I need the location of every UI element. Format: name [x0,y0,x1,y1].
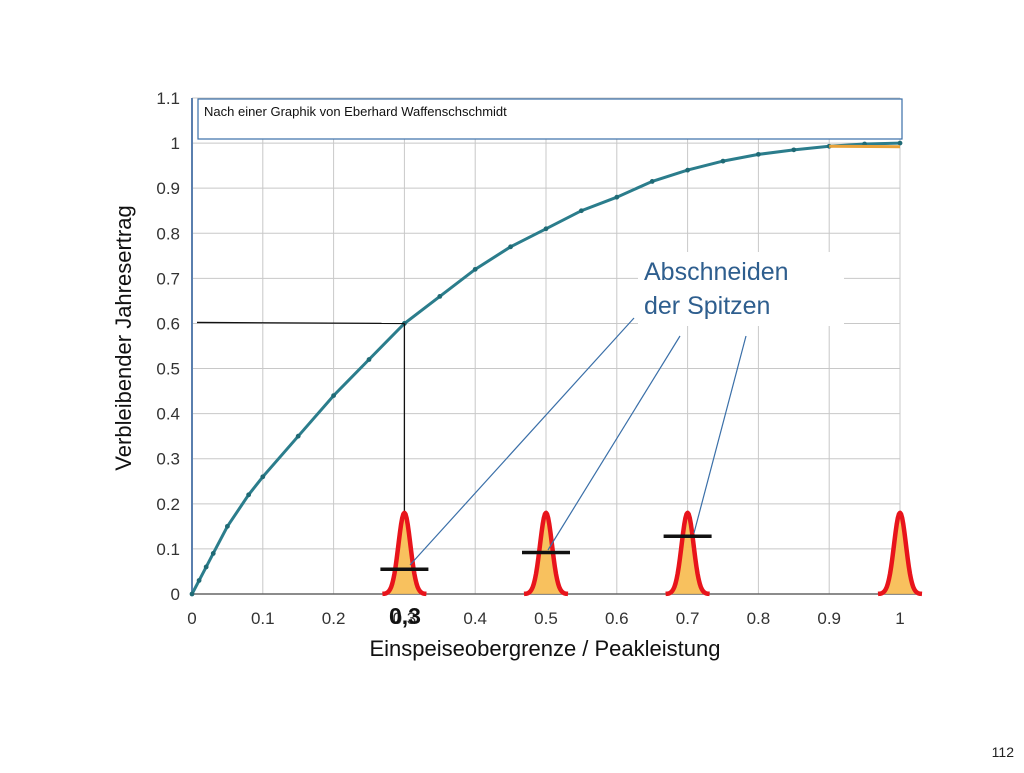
y-tick-label: 1 [171,134,180,153]
x-tick-label: 0.5 [534,609,558,628]
curve-point [437,294,442,299]
y-tick-label: 0.2 [156,495,180,514]
grid [192,98,922,594]
callout-lines [410,318,746,565]
curve-point [544,226,549,231]
y-tick-label: 0.6 [156,314,180,333]
marker-lines [197,322,404,512]
x-tick-label: 0.1 [251,609,275,628]
curve-point [756,152,761,157]
x-tick-label: 0.9 [817,609,841,628]
x-tick-label: 1 [895,609,904,628]
y-tick-label: 0.9 [156,179,180,198]
y-tick-label: 0.7 [156,269,180,288]
curve-point [260,474,265,479]
curve-point [190,592,195,597]
curve-point [898,141,903,146]
curve-point [225,524,230,529]
source-note: Nach einer Graphik von Eberhard Waffensc… [204,104,507,119]
peak-fill [666,513,710,594]
y-tick-label: 0.4 [156,405,180,424]
y-tick-label: 0.5 [156,360,180,379]
callout-line-1: Abschneiden [644,258,789,286]
y-tick-label: 0.1 [156,540,180,559]
curve-point [246,492,251,497]
x-tick-label: 0.2 [322,609,346,628]
curve-point [331,393,336,398]
curve-point [579,208,584,213]
x-axis-title: Einspeiseobergrenze / Peakleistung [369,636,720,661]
callout-leader-line [410,318,634,565]
curve-point [296,434,301,439]
curve-point [473,267,478,272]
curve-point [614,195,619,200]
y-tick-label: 0.8 [156,224,180,243]
x-tick-label: 0.6 [605,609,629,628]
x-tick-label: 0.8 [747,609,771,628]
callout-line-2: der Spitzen [644,292,770,320]
slide-number: 112 [992,744,1014,760]
x-tick-label: 0.7 [676,609,700,628]
curve-point [685,168,690,173]
x-tick-label: 0.4 [463,609,487,628]
x-tick-label: 0 [187,609,196,628]
y-tick-label: 1.1 [156,89,180,108]
curve-point [367,357,372,362]
y-tick-label: 0.3 [156,450,180,469]
curve-point [204,565,209,570]
curve-point [721,159,726,164]
marker-label: 0,3 [389,603,421,629]
curve-point [791,147,796,152]
peaks-layer [380,513,922,594]
curve-point [508,244,513,249]
curve-point [211,551,216,556]
y-tick-label: 0 [171,585,180,604]
curve-point [650,179,655,184]
curve-point [197,578,202,583]
y-axis-title: Verbleibender Jahresertrag [111,205,136,470]
peak-fill [878,513,922,594]
